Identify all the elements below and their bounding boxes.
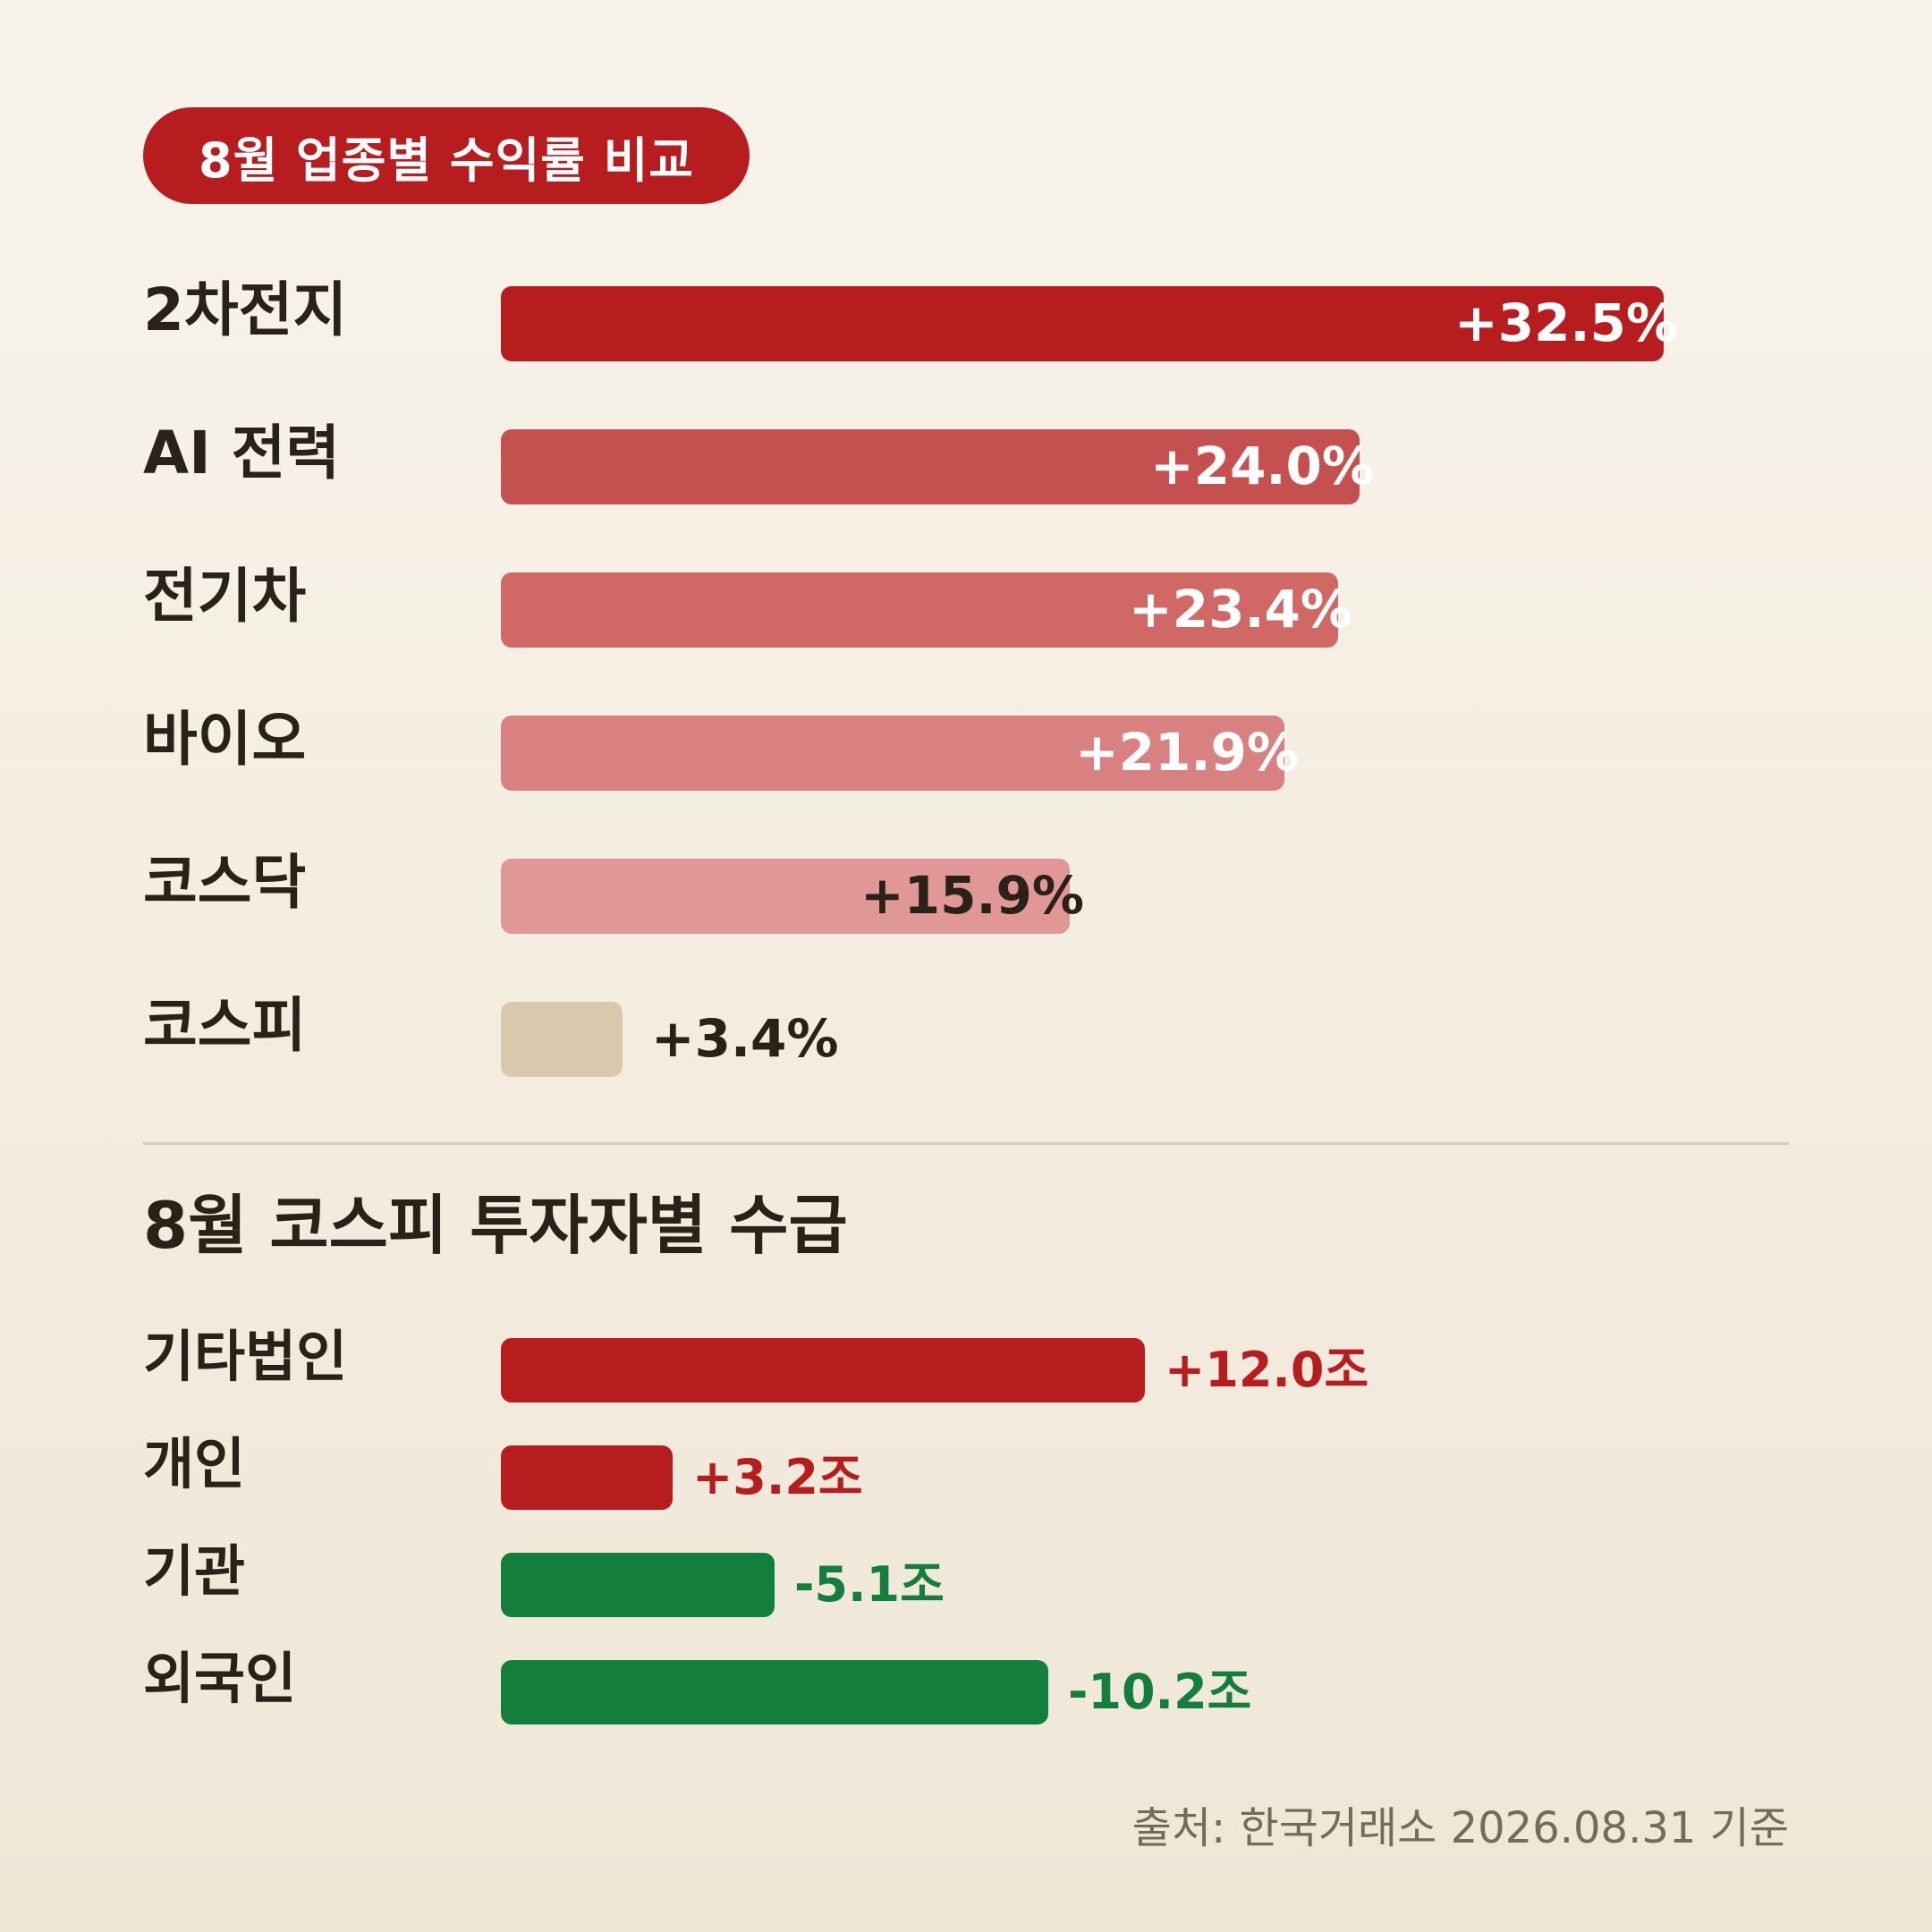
bar <box>501 716 1284 791</box>
value-label: +23.4% <box>1129 579 1352 640</box>
category-label: 개인 <box>143 1431 246 1496</box>
category-label: 기타법인 <box>143 1324 348 1389</box>
bar <box>501 429 1360 504</box>
bar <box>501 286 1664 361</box>
bar <box>501 1002 623 1077</box>
value-label: +12.0조 <box>1165 1342 1369 1398</box>
chart1-title-badge: 8월 업종별 수익률 비교 <box>143 107 750 204</box>
bar <box>501 1445 673 1510</box>
chart2-title: 8월 코스피 투자자별 수급 <box>143 1188 848 1263</box>
value-label: -10.2조 <box>1068 1664 1252 1720</box>
value-label: +3.2조 <box>692 1449 863 1505</box>
category-label: 외국인 <box>143 1646 297 1711</box>
source-note: 출처: 한국거래소 2026.08.31 기준 <box>1131 1803 1789 1853</box>
value-label: +32.5% <box>1454 292 1678 353</box>
category-label: 전기차 <box>143 562 307 631</box>
value-label: +3.4% <box>651 1008 839 1069</box>
bar <box>501 1553 775 1617</box>
category-label: AI 전력 <box>143 419 341 487</box>
value-label: +21.9% <box>1075 722 1299 783</box>
category-label: 코스닥 <box>143 848 307 917</box>
bar <box>501 1338 1145 1402</box>
category-label: 코스피 <box>143 991 307 1060</box>
bar <box>501 859 1070 934</box>
bar <box>501 572 1338 648</box>
category-label: 기관 <box>143 1538 246 1604</box>
section-divider <box>143 1142 1789 1145</box>
chart1-title: 8월 업종별 수익률 비교 <box>199 131 695 189</box>
category-label: 2차전지 <box>143 275 348 344</box>
value-label: -5.1조 <box>794 1556 945 1613</box>
value-label: +15.9% <box>860 865 1084 926</box>
bar <box>501 1660 1048 1724</box>
value-label: +24.0% <box>1150 436 1374 496</box>
category-label: 바이오 <box>143 705 307 774</box>
